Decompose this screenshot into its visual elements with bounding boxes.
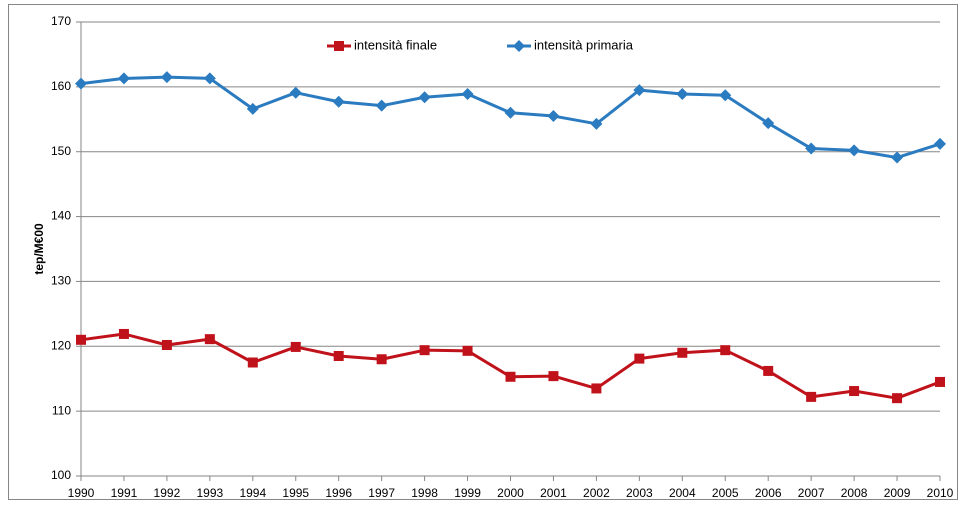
data-point — [763, 365, 774, 376]
data-point — [676, 87, 689, 100]
data-point — [75, 77, 87, 90]
data-point — [762, 117, 775, 130]
y-tick-label: 140 — [51, 209, 71, 223]
data-point — [677, 347, 688, 358]
data-point — [504, 106, 517, 119]
data-point — [247, 357, 258, 368]
x-tick-label: 1996 — [325, 486, 352, 500]
y-tick-label: 170 — [51, 14, 71, 28]
data-point — [720, 345, 731, 356]
data-point — [160, 71, 173, 84]
x-tick-label: 1992 — [154, 486, 181, 500]
y-tick-label: 160 — [51, 79, 71, 93]
data-point — [246, 102, 259, 115]
y-axis-label: tep/M€00 — [32, 223, 46, 275]
data-point — [332, 95, 345, 108]
x-tick-label: 1997 — [368, 486, 395, 500]
data-point — [161, 339, 172, 350]
legend-marker — [334, 41, 344, 51]
legend-label: intensità finale — [354, 37, 437, 52]
data-point — [376, 354, 387, 365]
legend-marker — [513, 40, 525, 52]
data-point — [203, 72, 216, 85]
x-tick-label: 2000 — [497, 486, 524, 500]
data-point — [118, 328, 129, 339]
x-tick-label: 2001 — [540, 486, 567, 500]
data-point — [591, 383, 602, 394]
y-tick-label: 150 — [51, 144, 71, 158]
x-tick-label: 2007 — [798, 486, 825, 500]
y-tick-label: 110 — [52, 403, 71, 417]
data-point — [290, 341, 301, 352]
x-tick-label: 2010 — [927, 486, 954, 500]
data-point — [891, 151, 904, 164]
y-tick-label: 120 — [51, 338, 71, 352]
data-point — [633, 84, 646, 97]
x-tick-label: 1990 — [68, 486, 95, 500]
x-tick-label: 2002 — [583, 486, 610, 500]
x-tick-label: 1993 — [196, 486, 223, 500]
data-point — [461, 87, 474, 100]
data-point — [849, 386, 860, 397]
data-point — [892, 393, 903, 404]
x-tick-label: 2008 — [841, 486, 868, 500]
data-point — [719, 89, 732, 102]
x-tick-label: 2003 — [626, 486, 653, 500]
data-point — [204, 334, 215, 345]
data-point — [634, 353, 645, 364]
data-point — [375, 99, 388, 112]
y-tick-label: 130 — [51, 274, 71, 288]
data-point — [419, 345, 430, 356]
data-point — [289, 86, 302, 99]
x-tick-label: 1991 — [111, 486, 138, 500]
x-tick-label: 1994 — [239, 486, 266, 500]
x-tick-label: 2005 — [712, 486, 739, 500]
data-point — [333, 351, 344, 362]
data-point — [418, 91, 431, 104]
data-point — [935, 376, 945, 387]
data-point — [806, 391, 817, 402]
x-tick-label: 1999 — [454, 486, 481, 500]
x-tick-label: 1998 — [411, 486, 438, 500]
data-point — [805, 142, 818, 155]
x-tick-label: 1995 — [282, 486, 309, 500]
x-tick-label: 2009 — [884, 486, 911, 500]
x-tick-label: 2004 — [669, 486, 696, 500]
data-point — [934, 137, 946, 150]
data-point — [548, 371, 559, 382]
data-point — [117, 72, 130, 85]
data-point — [547, 110, 560, 123]
data-point — [76, 334, 86, 345]
y-tick-label: 100 — [51, 468, 71, 482]
legend-label: intensità primaria — [534, 37, 634, 52]
data-point — [462, 345, 473, 356]
data-point — [590, 117, 603, 130]
data-point — [848, 144, 861, 157]
x-tick-label: 2006 — [755, 486, 782, 500]
data-point — [505, 371, 516, 382]
